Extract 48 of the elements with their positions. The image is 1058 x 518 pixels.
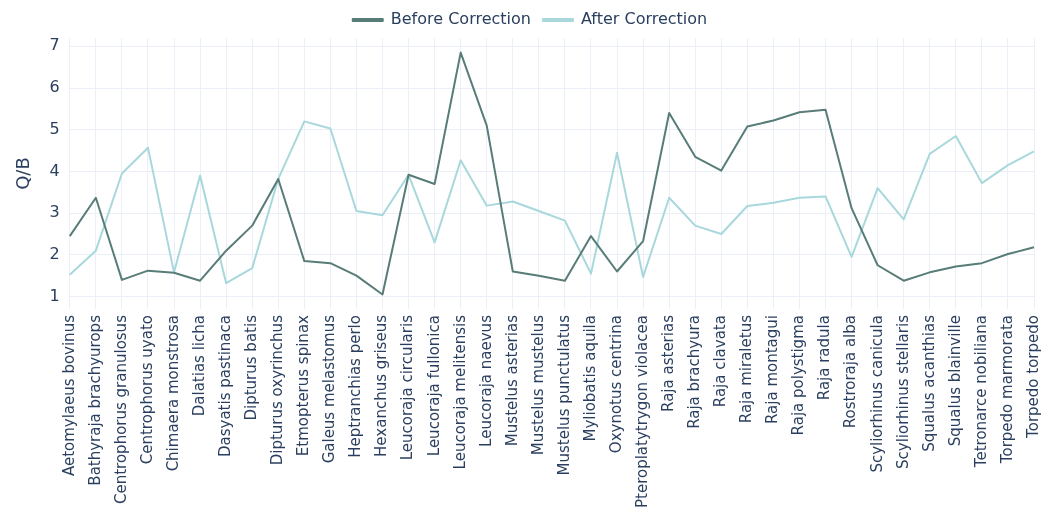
- x-tick-label: Dipturus batis: [242, 314, 261, 421]
- x-tick-label: Pteroplatytrygon violacea: [632, 315, 651, 509]
- y-tick-label: 4: [49, 160, 60, 180]
- x-tick-label: Galeus melastomus: [320, 314, 339, 464]
- x-tick-label: Raja polystigma: [789, 315, 808, 436]
- x-tick-label: Raja brachyura: [685, 315, 704, 429]
- x-tick-label: Raja clavata: [711, 315, 730, 408]
- y-tick-label: 6: [49, 77, 60, 97]
- x-tick-label: Rostroraja alba: [841, 315, 860, 429]
- x-tick-label: Raja montagui: [763, 315, 782, 425]
- x-tick-label: Scyliorhinus stellaris: [893, 314, 912, 469]
- x-tick-label: Hexanchus griseus: [372, 314, 391, 457]
- x-tick-label: Heptranchias perlo: [346, 315, 365, 458]
- x-tick-label: Centrophorus uyato: [137, 315, 156, 465]
- x-tick-label: Etmopterus spinax: [294, 314, 313, 457]
- x-tick-label: Centrophorus granulosus: [111, 314, 130, 504]
- x-tick-label: Raja radula: [815, 315, 834, 401]
- x-tick-label: Mustelus punctulatus: [554, 314, 573, 476]
- x-tick-label: Dipturus oxyrinchus: [268, 314, 287, 466]
- x-tick-label: Mustelus mustelus: [528, 314, 547, 456]
- y-tick-label: 5: [49, 118, 60, 138]
- legend-label: After Correction: [580, 9, 708, 29]
- x-tick-label: Chimaera monstrosa: [163, 315, 182, 472]
- x-tick-label: Leucoraja melitensis: [450, 314, 469, 470]
- x-tick-label: Tetronarce nobiliana: [971, 315, 990, 469]
- x-tick-label: Torpedo torpedo: [1023, 315, 1042, 439]
- x-tick-label: Leucoraja fullonica: [424, 315, 443, 457]
- y-axis-title: Q/B: [12, 157, 34, 190]
- y-tick-label: 7: [49, 35, 60, 55]
- legend-label: Before Correction: [390, 9, 531, 29]
- x-tick-label: Aetomylaeus bovinus: [59, 314, 78, 477]
- x-tick-label: Mustelus asterias: [502, 314, 521, 447]
- y-tick-label: 1: [49, 285, 60, 305]
- x-tick-label: Raja asterias: [659, 314, 678, 412]
- x-tick-label: Oxynotus centrina: [606, 315, 625, 454]
- x-tick-label: Squalus acanthias: [919, 314, 938, 452]
- x-tick-label: Scyliorhinus canicula: [867, 315, 886, 473]
- y-tick-label: 3: [49, 202, 60, 222]
- x-tick-label: Myliobatis aquila: [580, 315, 599, 442]
- x-tick-label: Dalatias licha: [189, 315, 208, 417]
- x-tick-label: Torpedo marmorata: [997, 315, 1016, 465]
- x-tick-label: Bathyraja brachyurops: [85, 314, 104, 486]
- x-tick-label: Dasyatis pastinaca: [216, 315, 235, 458]
- y-tick-label: 2: [49, 243, 60, 263]
- x-tick-label: Leucoraja naevus: [476, 314, 495, 447]
- x-tick-label: Squalus blainville: [945, 315, 964, 447]
- x-tick-label: Leucoraja circularis: [398, 314, 417, 461]
- x-tick-label: Raja miraletus: [737, 314, 756, 424]
